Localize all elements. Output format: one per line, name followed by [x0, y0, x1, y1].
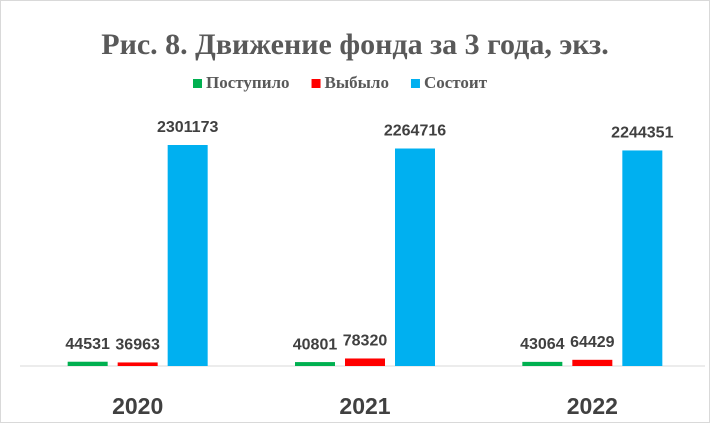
data-label: 2244351: [611, 125, 673, 142]
x-tick-label: 2020: [112, 393, 163, 419]
legend-label: Выбыло: [325, 73, 389, 92]
legend-label: Состоит: [424, 73, 488, 92]
bar: [395, 148, 435, 366]
legend-swatch: [410, 79, 420, 88]
bar: [67, 361, 108, 366]
data-label: 78320: [343, 333, 388, 350]
data-label: 64429: [570, 334, 615, 351]
bar: [572, 359, 613, 366]
data-label: 40801: [293, 336, 338, 353]
bar: [345, 358, 385, 366]
bar: [117, 362, 158, 366]
bar: [522, 361, 563, 366]
legend-swatch: [193, 79, 202, 88]
data-label: 43064: [520, 336, 565, 353]
data-label: 2264716: [384, 123, 446, 140]
x-tick-label: 2021: [339, 393, 390, 419]
chart-title: Рис. 8. Движение фонда за 3 года, экз.: [101, 28, 608, 61]
bar: [622, 150, 663, 366]
legend-swatch: [311, 79, 321, 88]
data-label: 44531: [65, 336, 110, 353]
x-tick-label: 2022: [567, 393, 618, 419]
data-label: 2301173: [157, 119, 219, 136]
data-label: 36963: [115, 337, 160, 354]
legend-label: Поступило: [206, 73, 290, 92]
bar: [295, 362, 335, 366]
bar: [167, 145, 208, 366]
